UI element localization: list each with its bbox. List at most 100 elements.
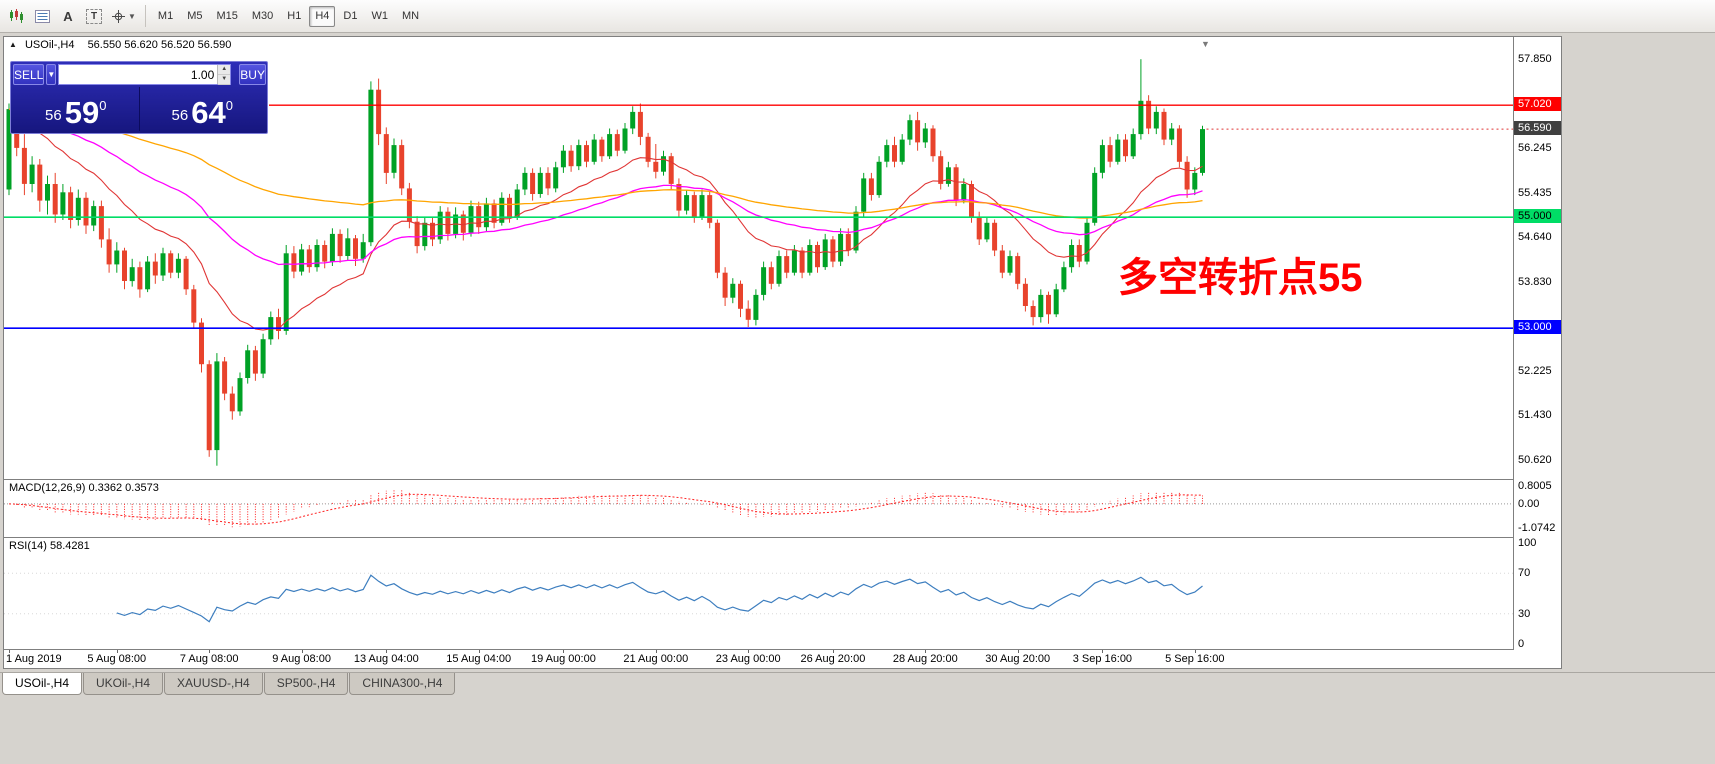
chart-ohlc-values: 56.550 56.620 56.520 56.590 <box>87 39 232 51</box>
rsi-scale-label: 70 <box>1518 567 1531 580</box>
time-tick-mark <box>1102 650 1104 653</box>
one-click-trading-panel: SELL ▼ ▲ ▼ BUY 56 59 0 56 <box>10 61 268 134</box>
buy-price-frac: 0 <box>225 98 233 113</box>
timeframe-button-m30[interactable]: M30 <box>251 10 274 22</box>
volume-input[interactable] <box>59 65 218 84</box>
timeframe-button-group: M1 M5 M15 M30 H1 H4 D1 W1 MN <box>151 5 426 27</box>
chart-window: ▲ USOil-,H4 56.550 56.620 56.520 56.590 … <box>3 36 1562 669</box>
chart-tab-sp500-h4[interactable]: SP500-,H4 <box>263 673 349 695</box>
price-tick-label: 54.640 <box>1518 231 1552 244</box>
buy-price-whole: 56 <box>171 107 189 124</box>
price-tick-label: 52.225 <box>1518 365 1552 378</box>
price-tick-label: 56.245 <box>1518 142 1552 155</box>
time-tick-mark <box>1017 650 1019 653</box>
chart-header: ▲ USOil-,H4 56.550 56.620 56.520 56.590 <box>9 39 231 51</box>
rsi-plot <box>4 572 1513 623</box>
toolbar-icon-group: A T ▼ <box>3 4 140 28</box>
time-axis-label: 13 Aug 04:00 <box>353 653 419 665</box>
insert-text-icon[interactable]: A <box>55 4 81 28</box>
hline-price-label: 53.000 <box>1514 320 1561 335</box>
chart-tab-bar: USOil-,H4 UKOil-,H4 XAUUSD-,H4 SP500-,H4 CHI… <box>0 672 1715 697</box>
volume-input-wrap: ▲ ▼ <box>58 64 232 85</box>
timeframe-button-m5[interactable]: M5 <box>187 10 203 22</box>
price-chart-panel[interactable]: ▲ USOil-,H4 56.550 56.620 56.520 56.590 … <box>4 37 1513 480</box>
time-tick-mark <box>655 650 657 653</box>
volume-spinner-up-icon[interactable]: ▲ <box>218 65 231 75</box>
timeframe-button-d1[interactable]: D1 <box>343 10 358 22</box>
sell-button[interactable]: SELL <box>13 64 45 85</box>
time-axis-label: 30 Aug 20:00 <box>985 653 1051 665</box>
scroll-to-end-marker[interactable]: ▼ <box>1201 39 1210 49</box>
rsi-panel[interactable]: RSI(14) 58.4281 <box>4 538 1513 650</box>
sell-price-pips: 59 <box>64 95 100 130</box>
time-axis-label: 5 Aug 08:00 <box>87 653 147 665</box>
timeframe-button-m1[interactable]: M1 <box>157 10 174 22</box>
time-axis-label: 28 Aug 20:00 <box>892 653 958 665</box>
time-axis-label: 7 Aug 08:00 <box>179 653 239 665</box>
chart-symbol-label: USOil-,H4 <box>24 39 75 51</box>
price-tick-label: 51.430 <box>1518 409 1552 422</box>
price-tick-label: 53.830 <box>1518 276 1552 289</box>
macd-plot <box>4 489 1513 528</box>
hline-price-label: 57.020 <box>1514 97 1561 112</box>
timeframe-button-h4[interactable]: H4 <box>309 5 336 27</box>
chart-tab-xauusd-h4[interactable]: XAUUSD-,H4 <box>164 673 263 695</box>
time-tick-mark <box>478 650 480 653</box>
time-tick-mark <box>832 650 834 653</box>
sell-price-display[interactable]: 56 59 0 <box>13 87 140 131</box>
buy-price-display[interactable]: 56 64 0 <box>140 87 266 131</box>
chart-annotation: 多空转折点55 <box>1118 256 1363 300</box>
macd-scale-label: -1.0742 <box>1518 522 1556 535</box>
macd-scale-label: 0.8005 <box>1518 479 1552 492</box>
macd-label: MACD(12,26,9) 0.3362 0.3573 <box>9 482 159 494</box>
candlestick-plot[interactable] <box>4 37 1513 479</box>
timeframe-button-mn[interactable]: MN <box>401 10 420 22</box>
macd-panel[interactable]: MACD(12,26,9) 0.3362 0.3573 <box>4 480 1513 538</box>
time-axis-label: 9 Aug 08:00 <box>272 653 331 665</box>
current-price-label: 56.590 <box>1514 121 1561 136</box>
indicators-icon[interactable] <box>29 4 55 28</box>
sell-price-frac: 0 <box>99 98 107 113</box>
sell-price-whole: 56 <box>45 107 62 124</box>
timeframe-button-h1[interactable]: H1 <box>287 10 302 22</box>
text-label-icon-glyph: T <box>86 8 102 24</box>
rsi-label: RSI(14) 58.4281 <box>9 540 90 552</box>
time-tick-mark <box>116 650 118 653</box>
time-tick-mark <box>925 650 927 653</box>
insert-text-icon-glyph: A <box>63 8 73 24</box>
time-axis[interactable]: 1 Aug 2019 5 Aug 08:00 7 Aug 08:00 9 Aug 08… <box>4 650 1561 668</box>
volume-spinner: ▲ ▼ <box>217 65 231 85</box>
new-chart-icon[interactable] <box>3 4 29 28</box>
volume-spinner-down-icon[interactable]: ▼ <box>218 75 231 85</box>
time-tick-mark <box>563 650 565 653</box>
one-click-price-row: 56 59 0 56 64 0 <box>13 87 265 131</box>
volume-dropdown-button[interactable]: ▼ <box>46 64 57 85</box>
rsi-scale-label: 30 <box>1518 607 1531 620</box>
text-label-icon[interactable]: T <box>81 4 107 28</box>
crosshair-icon[interactable]: ▼ <box>107 4 140 28</box>
time-axis-label: 26 Aug 20:00 <box>800 653 866 665</box>
price-tick-label: 57.850 <box>1518 53 1552 66</box>
chart-tab-usoil-h4[interactable]: USOil-,H4 <box>2 673 83 695</box>
time-axis-label: 1 Aug 2019 <box>6 653 62 665</box>
time-tick-mark <box>9 650 10 653</box>
buy-button[interactable]: BUY <box>239 64 266 85</box>
timeframe-button-m15[interactable]: M15 <box>216 10 238 22</box>
time-tick-mark <box>1194 650 1196 653</box>
chart-tab-china300-h4[interactable]: CHINA300-,H4 <box>349 673 456 695</box>
time-axis-label: 3 Sep 16:00 <box>1072 653 1133 665</box>
chart-tab-ukoil-h4[interactable]: UKOil-,H4 <box>83 673 164 695</box>
one-click-controls-row: SELL ▼ ▲ ▼ BUY <box>13 64 266 85</box>
price-tick-label: 50.620 <box>1518 454 1552 467</box>
hline-price-label: 55.000 <box>1514 209 1561 224</box>
time-axis-label: 19 Aug 00:00 <box>530 653 596 665</box>
time-axis-label: 21 Aug 00:00 <box>623 653 689 665</box>
rsi-scale-label: 100 <box>1518 537 1537 549</box>
time-axis-label: 5 Sep 16:00 <box>1165 653 1225 665</box>
price-scale[interactable]: 57.850 56.245 55.435 54.640 53.830 52.225 51.4… <box>1513 37 1561 650</box>
timeframe-button-w1[interactable]: W1 <box>371 10 388 22</box>
one-click-collapse-arrow[interactable]: ▲ <box>9 40 17 49</box>
time-tick-mark <box>301 650 303 653</box>
macd-scale-label: 0.00 <box>1518 497 1540 510</box>
rsi-scale-label: 0 <box>1518 638 1525 650</box>
